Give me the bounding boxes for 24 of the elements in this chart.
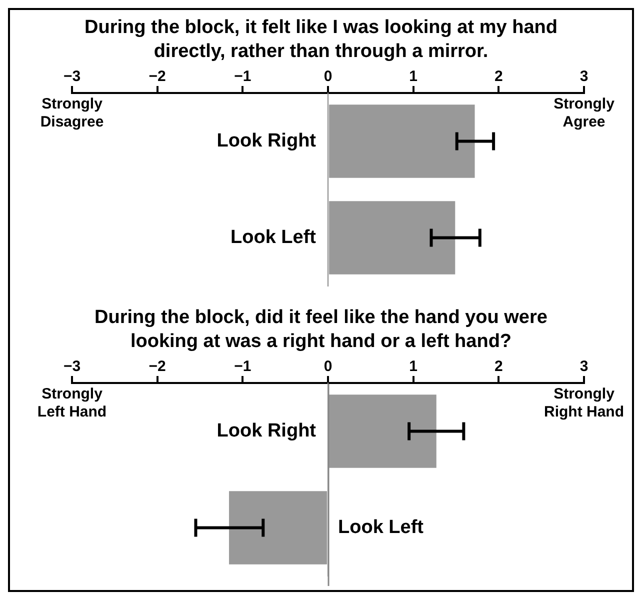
x-tick-label: 1 (409, 68, 418, 86)
annotation: Strongly Agree (554, 96, 616, 131)
chart-title: During the block, did it feel like the hand you were looking at was a right hand or a left hand? (94, 306, 548, 354)
y-tick-label: Look Right (216, 420, 317, 442)
x-tick-label: −1 (234, 68, 252, 86)
y-tick-label: Look Left (338, 516, 424, 538)
x-tick-label: 0 (324, 358, 332, 376)
annotation: Strongly Disagree (40, 96, 104, 131)
x-tick-label: −3 (63, 358, 81, 376)
annotation: Strongly Right Hand (544, 386, 624, 421)
x-tick-label: 2 (494, 68, 503, 86)
annotation: Strongly Left Hand (37, 386, 107, 421)
x-tick-label: 0 (324, 68, 332, 86)
x-tick-label: −3 (63, 68, 81, 86)
x-tick-label: −2 (148, 68, 166, 86)
x-tick-label: −1 (234, 358, 252, 376)
y-tick-label: Look Right (216, 130, 317, 152)
x-tick-label: 1 (409, 358, 418, 376)
x-tick-label: −2 (148, 358, 166, 376)
y-tick-label: Look Left (230, 226, 317, 248)
x-tick-label: 3 (580, 358, 588, 376)
x-tick-label: 3 (580, 68, 588, 86)
chart-title: During the block, it felt like I was looking at my hand directly, rather than through a mirror. (84, 16, 558, 64)
x-tick-label: 2 (494, 358, 503, 376)
